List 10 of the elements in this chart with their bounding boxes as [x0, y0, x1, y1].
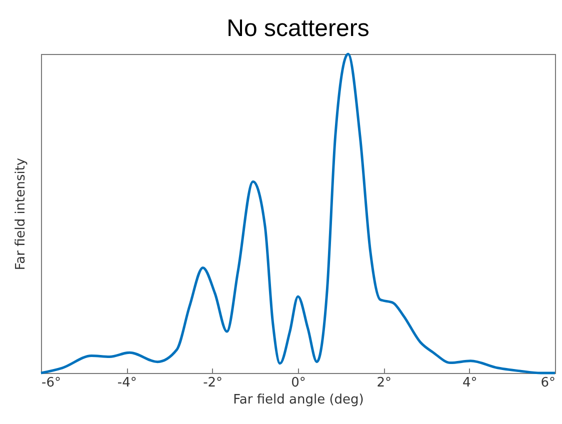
- x-tick-label: -6°: [42, 376, 61, 390]
- x-tick-label: 6°: [540, 376, 556, 390]
- x-tick-label: 2°: [376, 376, 392, 390]
- chart-title: No scatterers: [226, 14, 370, 42]
- x-tick-label: -2°: [203, 376, 223, 390]
- x-tick-label: 0°: [291, 376, 306, 390]
- x-tick-label: 4°: [462, 376, 478, 390]
- x-tick-label: -4°: [117, 376, 137, 390]
- x-axis-title: Far field angle (deg): [233, 392, 364, 408]
- y-axis-title: Far field intensity: [14, 158, 28, 270]
